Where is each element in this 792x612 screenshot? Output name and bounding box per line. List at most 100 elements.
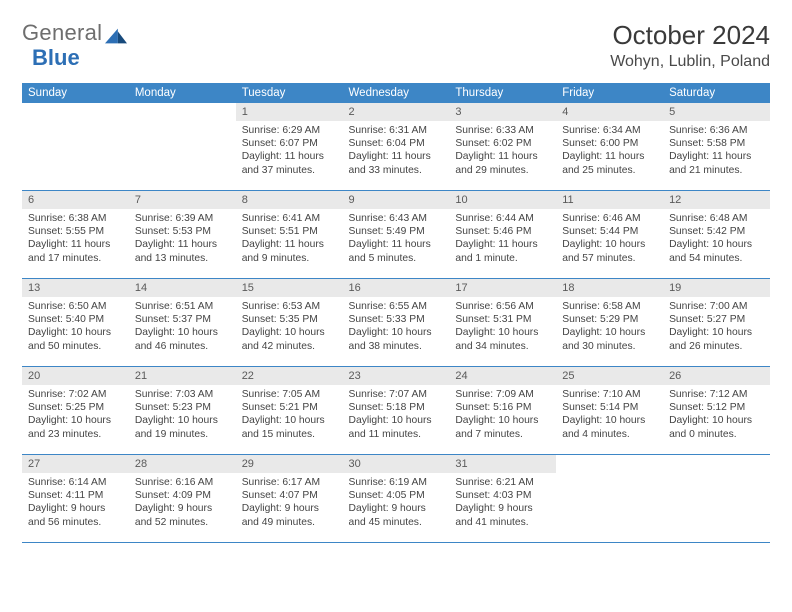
weekday-header: Tuesday (236, 83, 343, 103)
calendar-cell: 21Sunrise: 7:03 AMSunset: 5:23 PMDayligh… (129, 367, 236, 455)
day-details: Sunrise: 6:33 AMSunset: 6:02 PMDaylight:… (449, 121, 556, 182)
weekday-header: Thursday (449, 83, 556, 103)
day-number: 12 (663, 191, 770, 209)
day-details: Sunrise: 6:34 AMSunset: 6:00 PMDaylight:… (556, 121, 663, 182)
calendar-cell: 20Sunrise: 7:02 AMSunset: 5:25 PMDayligh… (22, 367, 129, 455)
calendar-cell: 18Sunrise: 6:58 AMSunset: 5:29 PMDayligh… (556, 279, 663, 367)
day-number: 2 (343, 103, 450, 121)
day-number: 29 (236, 455, 343, 473)
day-details: Sunrise: 6:29 AMSunset: 6:07 PMDaylight:… (236, 121, 343, 182)
calendar-cell: 11Sunrise: 6:46 AMSunset: 5:44 PMDayligh… (556, 191, 663, 279)
calendar-row: 6Sunrise: 6:38 AMSunset: 5:55 PMDaylight… (22, 191, 770, 279)
day-number: 14 (129, 279, 236, 297)
day-number: 18 (556, 279, 663, 297)
day-number: 24 (449, 367, 556, 385)
calendar-cell: 4Sunrise: 6:34 AMSunset: 6:00 PMDaylight… (556, 103, 663, 191)
calendar-cell: 13Sunrise: 6:50 AMSunset: 5:40 PMDayligh… (22, 279, 129, 367)
calendar-cell: 12Sunrise: 6:48 AMSunset: 5:42 PMDayligh… (663, 191, 770, 279)
day-details: Sunrise: 7:10 AMSunset: 5:14 PMDaylight:… (556, 385, 663, 446)
day-details: Sunrise: 6:46 AMSunset: 5:44 PMDaylight:… (556, 209, 663, 270)
day-number: 5 (663, 103, 770, 121)
header-row: General October 2024 Wohyn, Lublin, Pola… (22, 20, 770, 71)
calendar-cell: 9Sunrise: 6:43 AMSunset: 5:49 PMDaylight… (343, 191, 450, 279)
weekday-header: Friday (556, 83, 663, 103)
calendar-cell (556, 455, 663, 543)
day-details: Sunrise: 6:43 AMSunset: 5:49 PMDaylight:… (343, 209, 450, 270)
day-details: Sunrise: 6:16 AMSunset: 4:09 PMDaylight:… (129, 473, 236, 534)
brand-logo: General (22, 20, 127, 46)
calendar-row: 20Sunrise: 7:02 AMSunset: 5:25 PMDayligh… (22, 367, 770, 455)
calendar-cell: 7Sunrise: 6:39 AMSunset: 5:53 PMDaylight… (129, 191, 236, 279)
calendar-cell: 10Sunrise: 6:44 AMSunset: 5:46 PMDayligh… (449, 191, 556, 279)
day-details: Sunrise: 6:31 AMSunset: 6:04 PMDaylight:… (343, 121, 450, 182)
day-number: 4 (556, 103, 663, 121)
calendar-cell: 23Sunrise: 7:07 AMSunset: 5:18 PMDayligh… (343, 367, 450, 455)
day-number: 27 (22, 455, 129, 473)
brand-word1: General (22, 20, 102, 46)
day-details: Sunrise: 6:19 AMSunset: 4:05 PMDaylight:… (343, 473, 450, 534)
calendar-cell: 26Sunrise: 7:12 AMSunset: 5:12 PMDayligh… (663, 367, 770, 455)
day-details: Sunrise: 6:17 AMSunset: 4:07 PMDaylight:… (236, 473, 343, 534)
day-number: 19 (663, 279, 770, 297)
calendar-cell: 5Sunrise: 6:36 AMSunset: 5:58 PMDaylight… (663, 103, 770, 191)
day-details: Sunrise: 6:56 AMSunset: 5:31 PMDaylight:… (449, 297, 556, 358)
day-details: Sunrise: 6:41 AMSunset: 5:51 PMDaylight:… (236, 209, 343, 270)
calendar-cell: 16Sunrise: 6:55 AMSunset: 5:33 PMDayligh… (343, 279, 450, 367)
weekday-header: Monday (129, 83, 236, 103)
calendar-cell: 22Sunrise: 7:05 AMSunset: 5:21 PMDayligh… (236, 367, 343, 455)
day-number: 17 (449, 279, 556, 297)
day-number: 6 (22, 191, 129, 209)
day-number: 3 (449, 103, 556, 121)
day-number: 25 (556, 367, 663, 385)
day-details: Sunrise: 7:02 AMSunset: 5:25 PMDaylight:… (22, 385, 129, 446)
month-title: October 2024 (610, 20, 770, 51)
calendar-cell: 2Sunrise: 6:31 AMSunset: 6:04 PMDaylight… (343, 103, 450, 191)
day-details: Sunrise: 7:07 AMSunset: 5:18 PMDaylight:… (343, 385, 450, 446)
day-details: Sunrise: 7:03 AMSunset: 5:23 PMDaylight:… (129, 385, 236, 446)
calendar-cell (22, 103, 129, 191)
day-details: Sunrise: 6:44 AMSunset: 5:46 PMDaylight:… (449, 209, 556, 270)
day-details: Sunrise: 6:50 AMSunset: 5:40 PMDaylight:… (22, 297, 129, 358)
calendar-cell: 15Sunrise: 6:53 AMSunset: 5:35 PMDayligh… (236, 279, 343, 367)
day-number: 11 (556, 191, 663, 209)
day-number: 23 (343, 367, 450, 385)
calendar-cell: 28Sunrise: 6:16 AMSunset: 4:09 PMDayligh… (129, 455, 236, 543)
calendar-cell: 31Sunrise: 6:21 AMSunset: 4:03 PMDayligh… (449, 455, 556, 543)
day-details: Sunrise: 6:39 AMSunset: 5:53 PMDaylight:… (129, 209, 236, 270)
calendar-head: SundayMondayTuesdayWednesdayThursdayFrid… (22, 83, 770, 103)
day-number: 22 (236, 367, 343, 385)
day-number: 31 (449, 455, 556, 473)
day-number: 1 (236, 103, 343, 121)
weekday-header: Saturday (663, 83, 770, 103)
calendar-table: SundayMondayTuesdayWednesdayThursdayFrid… (22, 83, 770, 543)
day-number: 20 (22, 367, 129, 385)
day-number: 10 (449, 191, 556, 209)
calendar-cell: 29Sunrise: 6:17 AMSunset: 4:07 PMDayligh… (236, 455, 343, 543)
weekday-header: Sunday (22, 83, 129, 103)
day-number: 13 (22, 279, 129, 297)
day-details: Sunrise: 7:05 AMSunset: 5:21 PMDaylight:… (236, 385, 343, 446)
calendar-cell (663, 455, 770, 543)
day-details: Sunrise: 6:53 AMSunset: 5:35 PMDaylight:… (236, 297, 343, 358)
calendar-cell: 1Sunrise: 6:29 AMSunset: 6:07 PMDaylight… (236, 103, 343, 191)
calendar-row: 13Sunrise: 6:50 AMSunset: 5:40 PMDayligh… (22, 279, 770, 367)
day-details: Sunrise: 7:00 AMSunset: 5:27 PMDaylight:… (663, 297, 770, 358)
brand-word2: Blue (32, 45, 80, 71)
calendar-cell: 6Sunrise: 6:38 AMSunset: 5:55 PMDaylight… (22, 191, 129, 279)
day-details: Sunrise: 6:51 AMSunset: 5:37 PMDaylight:… (129, 297, 236, 358)
day-number: 16 (343, 279, 450, 297)
calendar-cell: 30Sunrise: 6:19 AMSunset: 4:05 PMDayligh… (343, 455, 450, 543)
day-details: Sunrise: 6:21 AMSunset: 4:03 PMDaylight:… (449, 473, 556, 534)
day-number: 15 (236, 279, 343, 297)
location-subtitle: Wohyn, Lublin, Poland (610, 53, 770, 71)
day-number: 8 (236, 191, 343, 209)
calendar-cell: 17Sunrise: 6:56 AMSunset: 5:31 PMDayligh… (449, 279, 556, 367)
day-details: Sunrise: 7:12 AMSunset: 5:12 PMDaylight:… (663, 385, 770, 446)
day-number: 26 (663, 367, 770, 385)
calendar-cell: 3Sunrise: 6:33 AMSunset: 6:02 PMDaylight… (449, 103, 556, 191)
day-details: Sunrise: 6:14 AMSunset: 4:11 PMDaylight:… (22, 473, 129, 534)
brand-triangle-icon (105, 28, 127, 44)
day-number: 28 (129, 455, 236, 473)
day-details: Sunrise: 6:48 AMSunset: 5:42 PMDaylight:… (663, 209, 770, 270)
day-number: 7 (129, 191, 236, 209)
